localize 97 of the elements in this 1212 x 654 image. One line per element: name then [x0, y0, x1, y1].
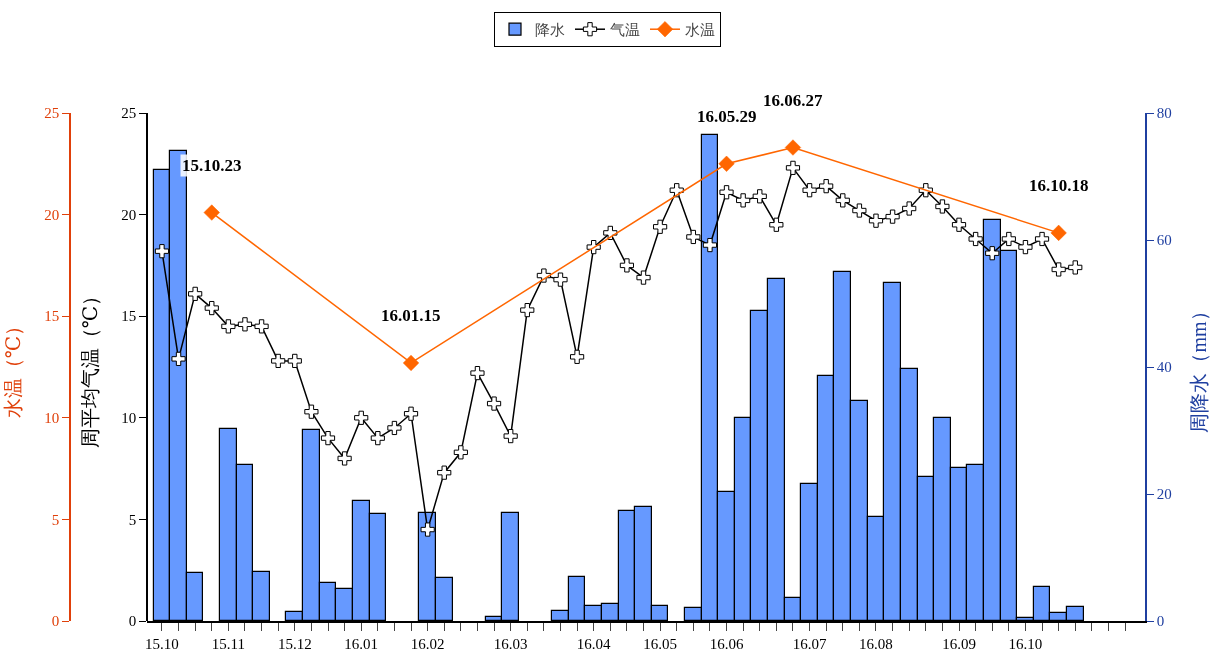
annotation: 16.05.29	[697, 107, 757, 126]
point	[503, 428, 518, 444]
legend-label: 降水	[535, 22, 565, 39]
y3-axis-title: 水温（℃）	[1, 315, 24, 419]
point	[835, 193, 850, 208]
x-tick-label: 16.02	[410, 635, 445, 652]
point	[154, 244, 170, 259]
point	[204, 300, 219, 316]
point	[402, 354, 420, 371]
point	[852, 203, 867, 218]
point	[420, 522, 435, 537]
point	[1018, 240, 1033, 255]
y-tick-label: 5	[128, 511, 137, 528]
legend-label: 水温	[685, 22, 715, 39]
point	[784, 139, 802, 156]
point	[902, 201, 917, 216]
y3-tick-label: 10	[44, 410, 60, 427]
point	[785, 160, 801, 175]
y2-tick-label: 40	[1156, 359, 1172, 376]
point	[985, 246, 1000, 261]
point	[1034, 231, 1050, 247]
y2-tick-label: 0	[1156, 613, 1165, 630]
point	[1050, 224, 1067, 241]
point	[1051, 262, 1066, 277]
point	[702, 237, 718, 253]
annotation: 16.01.15	[381, 306, 441, 325]
y2-tick-label: 60	[1156, 232, 1172, 249]
y3-tick-label: 20	[44, 206, 60, 223]
y3-tick-label: 25	[44, 105, 60, 122]
point	[935, 199, 950, 214]
point	[203, 204, 220, 221]
point	[354, 410, 369, 425]
legend-label: 气温	[610, 22, 640, 39]
text: 16.06.27	[763, 91, 823, 110]
point	[337, 451, 352, 466]
y3-tick-label: 0	[51, 613, 60, 630]
y-axis-title: 周平均气温（℃）	[78, 285, 101, 449]
annotation: 16.10.18	[1029, 176, 1089, 195]
x-tick-label: 16.09	[942, 635, 976, 652]
point	[403, 406, 419, 421]
x-tick-label: 16.03	[493, 635, 528, 652]
point	[686, 229, 701, 245]
x-tick-label: 16.06	[709, 635, 744, 652]
x-tick-label: 16.05	[643, 635, 677, 652]
x-tick-label: 15.10	[145, 635, 179, 652]
point	[304, 404, 319, 419]
y-tick-label: 25	[121, 105, 137, 122]
point	[868, 213, 884, 228]
y3-tick-label: 5	[51, 511, 60, 528]
point	[968, 231, 983, 247]
point	[718, 155, 735, 172]
x-tick-label: 16.04	[576, 635, 612, 652]
y2-axis-title: 周降水（mm）	[1187, 301, 1210, 433]
point	[370, 431, 385, 446]
y-tick-label: 15	[121, 308, 137, 325]
point	[453, 445, 468, 460]
point	[387, 420, 402, 436]
x-tick-label: 16.08	[859, 635, 893, 652]
point	[553, 272, 568, 287]
point	[752, 189, 767, 204]
point	[221, 319, 236, 334]
point	[885, 209, 900, 224]
y-tick-label: 0	[128, 613, 137, 630]
point	[254, 319, 269, 334]
x-tick-label: 15.11	[211, 635, 245, 652]
point	[486, 396, 502, 411]
point	[736, 193, 751, 208]
x-tick-label: 16.01	[344, 635, 379, 652]
point	[320, 431, 336, 446]
x-tick-label: 16.10	[1008, 635, 1043, 652]
point	[819, 179, 834, 194]
point	[769, 217, 784, 232]
point	[237, 317, 253, 332]
point	[287, 353, 302, 368]
annotation: 15.10.23	[182, 156, 242, 175]
point	[619, 258, 634, 273]
point	[719, 185, 734, 200]
point	[1068, 260, 1083, 275]
point	[802, 183, 817, 198]
point	[171, 351, 186, 366]
point	[470, 366, 485, 381]
point	[271, 353, 286, 368]
point	[569, 349, 585, 364]
y-tick-label: 10	[121, 410, 137, 427]
point	[188, 286, 203, 301]
x-tick-label: 15.12	[277, 635, 312, 652]
point	[437, 465, 452, 480]
y2-tick-label: 80	[1156, 105, 1172, 122]
point	[653, 219, 668, 234]
point	[636, 270, 651, 285]
point	[1001, 231, 1016, 247]
point	[520, 303, 535, 318]
point	[951, 217, 967, 232]
y2-tick-label: 20	[1156, 486, 1172, 503]
y-tick-label: 20	[121, 206, 137, 223]
y3-tick-label: 15	[44, 308, 60, 325]
x-tick-label: 16.07	[792, 635, 827, 652]
